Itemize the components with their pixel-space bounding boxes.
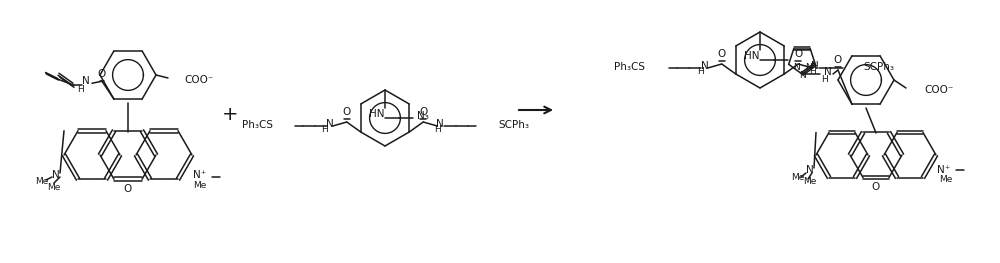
Text: H: H	[697, 68, 704, 77]
Text: COO⁻: COO⁻	[924, 85, 953, 95]
Text: O: O	[124, 184, 132, 194]
Text: SCPh₃: SCPh₃	[863, 62, 894, 72]
Text: O: O	[343, 107, 351, 117]
Text: HN: HN	[744, 51, 760, 61]
Text: N: N	[824, 67, 832, 77]
Text: N: N	[701, 61, 709, 71]
Text: N⁺: N⁺	[193, 170, 207, 180]
Text: HN: HN	[369, 109, 385, 119]
Text: N: N	[793, 63, 799, 73]
Text: N: N	[799, 72, 805, 80]
Text: Ph₃CS: Ph₃CS	[614, 62, 645, 72]
Text: H: H	[809, 68, 816, 77]
Text: SCPh₃: SCPh₃	[498, 120, 529, 130]
Text: Me: Me	[47, 183, 61, 191]
Text: O: O	[872, 182, 880, 192]
Text: N₃: N₃	[417, 111, 429, 121]
Text: N: N	[806, 165, 814, 175]
Text: Ph₃CS: Ph₃CS	[242, 120, 273, 130]
Text: N: N	[52, 170, 60, 180]
Text: +: +	[222, 105, 238, 124]
Text: H: H	[434, 125, 441, 134]
Text: N: N	[326, 119, 334, 129]
Text: N: N	[811, 61, 819, 71]
Text: Me: Me	[803, 178, 817, 186]
Text: O: O	[718, 49, 726, 59]
Text: H: H	[822, 75, 828, 84]
Text: O: O	[419, 107, 427, 117]
Text: O: O	[794, 49, 802, 59]
Text: O: O	[834, 55, 842, 65]
Text: N⁺: N⁺	[937, 165, 951, 175]
Text: Me: Me	[193, 180, 207, 190]
Text: H: H	[321, 125, 328, 134]
Text: N: N	[805, 63, 811, 73]
Text: Me: Me	[939, 175, 953, 185]
Text: N: N	[436, 119, 444, 129]
Text: N: N	[82, 76, 90, 86]
Text: Me: Me	[35, 176, 49, 185]
Text: O: O	[98, 69, 106, 79]
Text: H: H	[77, 85, 83, 94]
Text: COO⁻: COO⁻	[184, 75, 213, 85]
Text: Me: Me	[791, 174, 805, 183]
